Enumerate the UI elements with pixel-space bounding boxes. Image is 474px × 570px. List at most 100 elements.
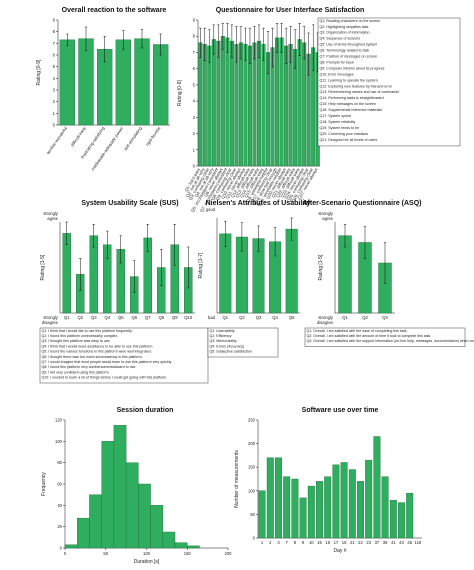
usage-bar (307, 485, 315, 539)
asq-legend-box (304, 327, 466, 347)
sus-legend-entry: Q8: I found this platform very cumbersom… (42, 365, 137, 369)
session-ylabel: Frequency (41, 472, 47, 496)
session-xtick-label: 100 (143, 551, 151, 556)
session-ytick-label: 120 (55, 418, 63, 423)
usage-bar (398, 502, 405, 539)
sus-bottom-label: disagree (42, 320, 59, 325)
nielsen-legend-entry: Q5: Subjective satisfaction (210, 350, 252, 354)
quis-legend-entry: Q7: Position of messages on screen (320, 55, 378, 59)
asq-top-label: strongly (318, 211, 334, 216)
nielsen-xtick-label: Q3 (256, 315, 262, 320)
usage-bar (332, 464, 340, 539)
overall-ytick-label: 2 (53, 99, 56, 104)
usage-bar (299, 497, 307, 539)
quis-bar (207, 45, 212, 167)
sus-xtick-label: Q1 (64, 315, 70, 320)
usage-bar (324, 476, 332, 539)
session-bar (64, 544, 78, 549)
quis-legend-entry: Q13: Remembering names and use of comman… (320, 90, 400, 94)
overall-xtick-label: difficult-easy (69, 125, 87, 148)
usage-xtick-label: 21 (350, 540, 355, 545)
quis-bar (252, 42, 257, 167)
usage-xtick-label: 118 (415, 540, 422, 545)
quis-legend-entry: Q6: Terminology related to task (320, 49, 370, 53)
nielsen-bottom-label: bad (208, 315, 216, 320)
usage-bar (266, 457, 274, 539)
usage-title: Software use over time (302, 407, 379, 414)
sus-legend-entry: Q6: I thought there was too much inconsi… (42, 355, 143, 359)
usage-bar (283, 476, 291, 539)
quis-legend-box (317, 17, 461, 147)
session-xtick-label: 50 (103, 551, 108, 556)
sus-xtick-label: Q4 (104, 315, 110, 320)
asq-ylabel: Rating [1-5] (318, 254, 324, 280)
asq-top-label: agree (322, 216, 333, 221)
overall-ylabel: Rating [0-9] (36, 59, 42, 85)
quis-legend-entry: Q17: System speed (320, 114, 352, 118)
usage-xtick-label: 2 (269, 540, 272, 545)
sus-top-label: agree (47, 216, 58, 221)
overall-ytick-label: 8 (53, 29, 56, 34)
nielsen-xtick-label: Q2 (239, 315, 245, 320)
nielsen-xtick-label: Q5 (289, 315, 295, 320)
sus-xtick-label: Q9 (172, 315, 178, 320)
session-bar (125, 462, 139, 549)
quis-legend-entry: Q4: Sequence of screens (320, 37, 361, 41)
usage-xtick-label: 43 (399, 540, 404, 545)
usage-bar (291, 478, 299, 539)
overall-title: Overall reaction to the software (62, 7, 167, 14)
overall-bar (59, 39, 75, 126)
session-ytick-label: 100 (55, 439, 63, 444)
sus-xtick-label: Q6 (131, 315, 137, 320)
nielsen-legend-entry: Q1: Learnability (210, 329, 235, 333)
usage-bar (357, 481, 364, 539)
session-bar (101, 441, 115, 549)
usage-xtick-label: 37 (375, 540, 380, 545)
usage-bar (389, 500, 397, 539)
asq-bottom-label: strongly (318, 315, 334, 320)
overall-ytick-label: 4 (53, 76, 56, 81)
quis-bar (234, 44, 239, 167)
overall-ytick-label: 5 (53, 64, 56, 69)
usage-bar (258, 490, 266, 539)
quis-ytick-label: 8 (193, 34, 196, 39)
quis-bar (261, 44, 266, 167)
nielsen-top-label: good (206, 207, 216, 212)
overall-bar (134, 38, 150, 126)
asq-title: After-Scenario Questionnaire (ASQ) (302, 200, 421, 207)
quis-bar (302, 42, 307, 167)
overall-ytick-label: 9 (53, 18, 56, 23)
sus-xtick-label: Q2 (77, 315, 83, 320)
usage-xtick-label: 9 (302, 540, 305, 545)
quis-bar (297, 39, 302, 167)
session-xlabel: Duration [s] (134, 559, 160, 565)
quis-ytick-label: 4 (193, 99, 196, 104)
quis-bar (202, 44, 207, 167)
nielsen-legend-entry: Q2: Efficiency (210, 334, 232, 338)
session-ytick-label: 0 (60, 546, 63, 551)
nielsen-legend-box (207, 327, 279, 358)
quis-ytick-label: 7 (193, 50, 196, 55)
sus-legend-entry: Q4: I think that I would need assistance… (42, 344, 154, 348)
quis-bar (238, 42, 243, 167)
overall-xtick-label: inadequate-adequate power (90, 125, 124, 171)
quis-legend-entry: Q14: Performing tasks is straightforward (320, 96, 384, 100)
sus-legend-entry: Q2: I found this platform unnecessarily … (42, 334, 119, 338)
nielsen-legend-entry: Q4: Errors (Accuracy) (210, 344, 245, 348)
quis-bar (229, 40, 234, 167)
quis-bar (279, 37, 284, 167)
quis-bar (198, 42, 203, 167)
asq-xtick-label: Q1 (342, 315, 348, 320)
sus-legend-entry: Q5: I found the various functions in thi… (42, 350, 152, 354)
overall-bar (115, 39, 132, 126)
session-ytick-label: 60 (57, 482, 62, 487)
asq-legend-entry: Q3: Overall, I am satisfied with the sup… (307, 339, 474, 343)
usage-xtick-label: 45 (407, 540, 412, 545)
asq-xtick-label: Q3 (382, 315, 388, 320)
sus-bar (62, 233, 72, 314)
usage-ytick-label: 50 (250, 512, 255, 517)
session-title: Session duration (117, 407, 174, 414)
sus-xtick-label: Q8 (158, 315, 164, 320)
nielsen-legend-entry: Q3: Memorability (210, 339, 237, 343)
